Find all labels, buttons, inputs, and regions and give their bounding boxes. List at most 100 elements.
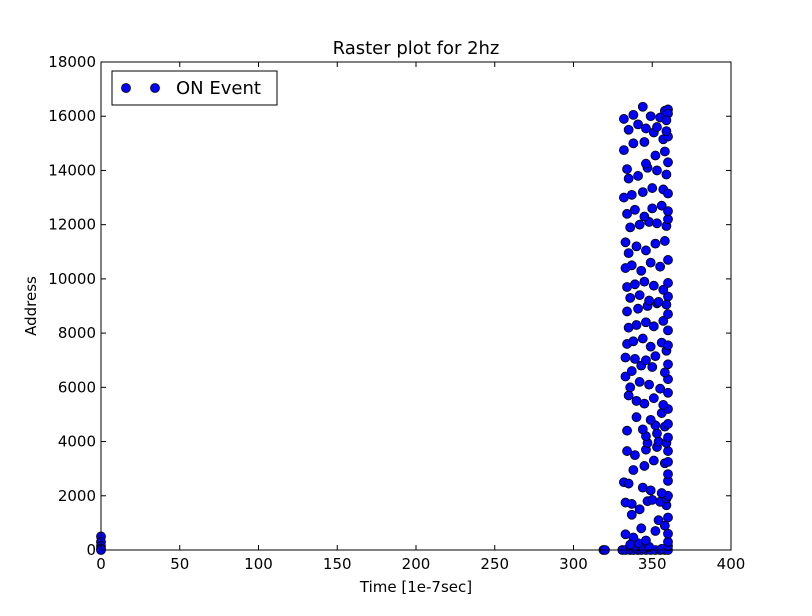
on-event-point	[658, 316, 669, 326]
on-event-point	[663, 528, 673, 539]
on-event-point	[650, 351, 661, 362]
on-event-point	[648, 280, 659, 291]
on-event-point	[661, 115, 672, 126]
on-event-point	[630, 279, 640, 290]
on-event-point	[645, 414, 656, 425]
legend-label: ON Event	[176, 78, 261, 99]
on-event-point	[658, 400, 669, 410]
plot-frame-border	[100, 61, 732, 551]
y-tick-label: 4000	[58, 433, 96, 451]
y-tick-label: 14000	[48, 161, 96, 179]
x-tick-label: 400	[717, 555, 746, 573]
on-event-point	[655, 383, 666, 394]
on-event-point	[623, 248, 634, 259]
on-event-point	[644, 379, 654, 390]
on-event-point	[647, 362, 658, 372]
on-event-point	[655, 261, 666, 272]
x-tick-label: 250	[480, 555, 509, 573]
plot-area	[100, 61, 732, 551]
on-event-point	[619, 114, 629, 124]
on-event-point	[641, 245, 651, 256]
on-event-point	[639, 137, 650, 147]
on-event-point	[631, 412, 642, 423]
on-event-point	[656, 488, 667, 498]
on-event-point	[639, 398, 650, 409]
on-event-point	[636, 523, 647, 534]
on-event-point	[644, 295, 654, 306]
on-event-point	[663, 469, 673, 479]
on-event-point	[626, 509, 637, 520]
y-tick-label: 12000	[48, 216, 96, 234]
on-event-point	[648, 321, 659, 332]
x-axis-label: Time [1e-7sec]	[359, 578, 472, 596]
on-event-point	[663, 278, 673, 288]
x-tick-label: 150	[323, 555, 352, 573]
on-event-point	[663, 340, 673, 351]
on-event-point	[663, 456, 673, 467]
on-event-point	[626, 260, 637, 271]
on-event-point	[652, 428, 662, 439]
on-event-point	[634, 504, 645, 515]
on-event-point	[647, 203, 658, 214]
on-event-point	[623, 478, 634, 489]
x-tick-label: 300	[559, 555, 588, 573]
on-event-point	[661, 169, 672, 180]
on-event-point	[653, 436, 664, 447]
on-event-point	[648, 393, 659, 404]
on-event-point	[663, 291, 673, 302]
on-event-point	[659, 367, 670, 378]
on-event-point	[639, 276, 650, 287]
on-event-point	[639, 461, 650, 471]
on-event-point	[633, 119, 643, 130]
x-tick-label: 350	[638, 555, 667, 573]
on-event-point	[663, 206, 673, 217]
legend-marker-left	[121, 83, 131, 93]
on-event-point	[633, 303, 643, 314]
on-event-point	[645, 111, 656, 122]
on-event-point	[628, 138, 639, 149]
on-event-point	[626, 189, 637, 200]
legend-marker-right	[150, 83, 160, 93]
on-event-point	[636, 265, 647, 276]
x-tick-label: 50	[170, 555, 189, 573]
on-event-point	[620, 352, 631, 363]
on-event-point	[663, 188, 673, 199]
on-event-point	[637, 333, 648, 344]
y-tick-label: 2000	[58, 487, 96, 505]
on-event-point	[625, 382, 636, 393]
on-event-point	[623, 124, 634, 135]
scatter-points	[96, 101, 673, 555]
on-event-point	[625, 222, 636, 233]
on-event-point	[641, 535, 651, 546]
on-event-point	[663, 325, 673, 336]
on-event-point	[628, 336, 639, 347]
on-event-point	[633, 170, 643, 181]
on-event-point	[626, 366, 637, 376]
on-event-point	[650, 150, 661, 161]
on-event-point	[652, 122, 662, 132]
on-event-point	[641, 355, 651, 366]
on-event-point	[663, 214, 673, 225]
on-event-point	[663, 387, 673, 398]
on-event-point	[661, 126, 672, 137]
on-event-point	[658, 284, 669, 295]
on-event-point	[650, 238, 661, 249]
on-event-point	[650, 526, 661, 536]
y-tick-label: 6000	[58, 378, 96, 396]
x-tick-label: 0	[96, 555, 106, 573]
on-event-point	[663, 309, 673, 320]
on-event-point	[630, 353, 640, 364]
on-event-point	[648, 455, 659, 466]
on-event-point	[659, 146, 670, 157]
on-event-point	[653, 515, 664, 526]
on-event-point	[631, 320, 642, 330]
y-axis-label: Address	[22, 276, 40, 336]
on-event-point	[631, 241, 642, 252]
on-event-point	[622, 306, 632, 317]
on-event-point	[628, 109, 639, 120]
on-event-point	[652, 165, 662, 176]
on-event-point	[637, 187, 648, 198]
y-tick-label: 16000	[48, 107, 96, 125]
